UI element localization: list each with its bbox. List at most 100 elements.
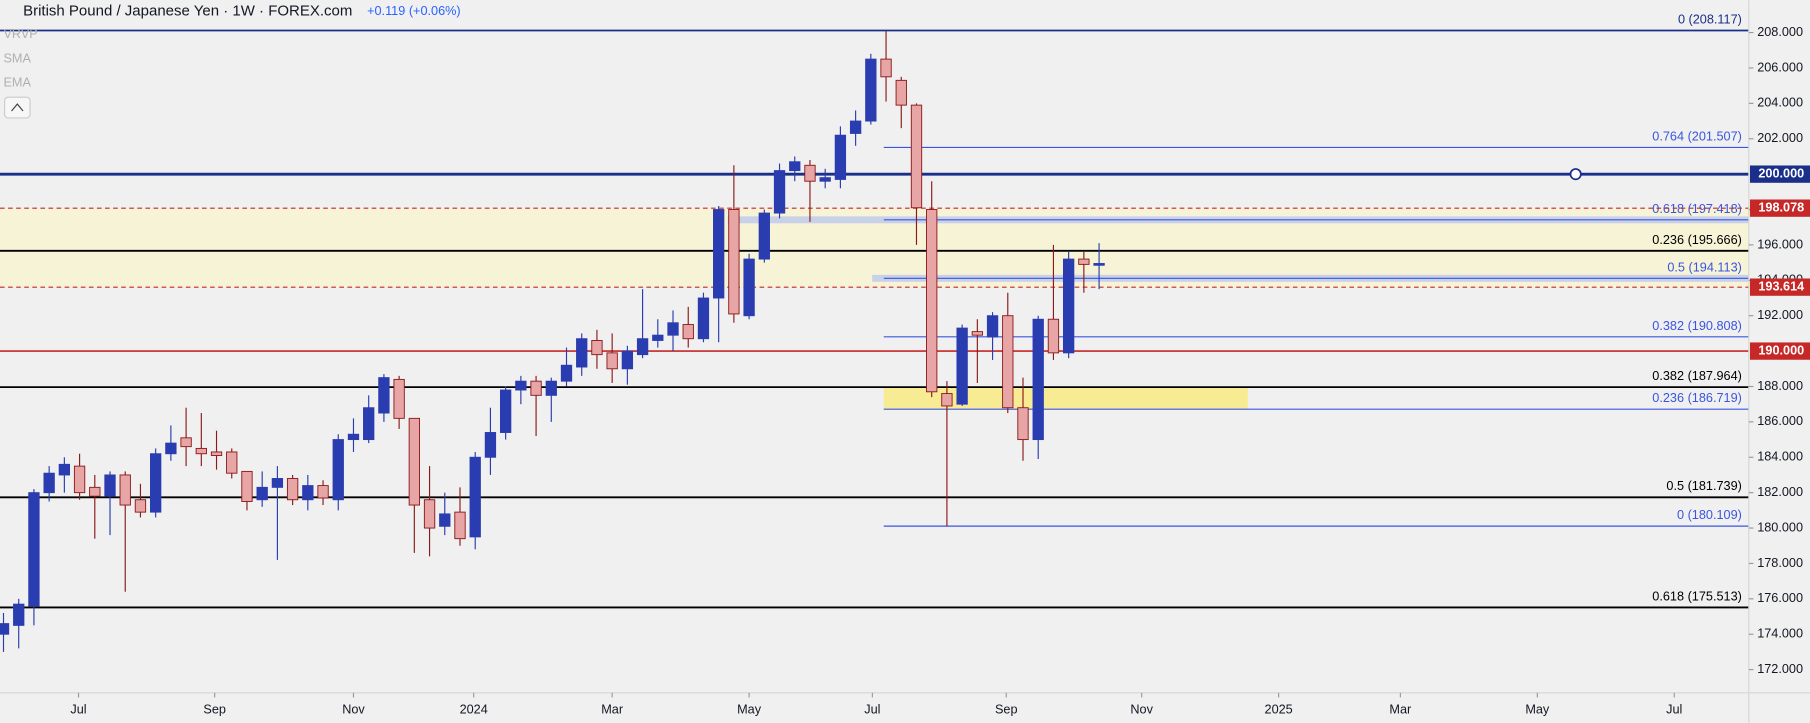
candle-body	[256, 486, 268, 501]
fib-label: 0.5 (181.739)	[1666, 479, 1741, 493]
y-tick-label: 178.000	[1757, 556, 1803, 570]
candle-body	[1002, 315, 1014, 409]
candle-body	[317, 485, 329, 499]
candle-body	[713, 209, 725, 299]
candle-body	[849, 120, 862, 134]
price-change: +0.119 (+0.06%)	[367, 4, 461, 18]
support-box	[883, 387, 1248, 410]
candle-body	[393, 378, 405, 419]
y-tick-label: 188.000	[1757, 379, 1803, 393]
candle-body	[1078, 258, 1090, 265]
y-tick-label: 174.000	[1757, 627, 1803, 641]
indicator[interactable]: VRVP	[3, 27, 37, 41]
candle-body	[332, 439, 344, 501]
candle-body	[28, 492, 40, 607]
candle-body	[43, 472, 55, 494]
candle-body	[545, 380, 557, 396]
candle-body	[271, 478, 284, 488]
price-tag-label: 190.000	[1758, 343, 1804, 357]
candle-body	[667, 322, 679, 336]
candle-body	[971, 331, 984, 336]
candle-body	[302, 485, 314, 501]
candle-body	[880, 58, 892, 78]
fib-label: 0 (180.109)	[1677, 508, 1742, 522]
x-tick-label: Sep	[995, 702, 1018, 716]
candle-body	[89, 486, 101, 497]
collapse-icon	[11, 103, 24, 112]
fib-label: 0.618 (175.513)	[1652, 589, 1742, 603]
candle-body	[408, 417, 420, 506]
candle-body	[286, 478, 299, 501]
candle-body	[758, 212, 770, 260]
candle-body	[150, 453, 162, 513]
fib-label: 0.5 (194.113)	[1667, 260, 1742, 274]
candle-body	[0, 623, 10, 635]
indicator[interactable]: SMA	[3, 51, 31, 65]
candle-body	[560, 364, 573, 382]
candle-body	[789, 161, 801, 172]
line-handle[interactable]	[1569, 168, 1582, 181]
candle-body	[226, 451, 238, 474]
x-tick-label: 2024	[460, 702, 488, 716]
candle-body	[636, 338, 649, 356]
price-tag-label: 198.078	[1758, 201, 1804, 215]
y-tick-label: 182.000	[1757, 485, 1803, 499]
candle-body	[241, 470, 253, 502]
candle-body	[1017, 407, 1029, 441]
candle-body	[621, 350, 634, 370]
candle-body	[773, 170, 786, 214]
fib-label: 0 (208.117)	[1678, 12, 1742, 26]
candle-body	[1032, 318, 1044, 441]
candle-body	[1062, 258, 1075, 354]
fib-label: 0.382 (190.808)	[1652, 319, 1742, 333]
x-tick-label: Mar	[601, 702, 624, 716]
x-tick-label: Sep	[203, 702, 226, 716]
candle-body	[819, 177, 831, 182]
candle-body	[104, 474, 116, 497]
price-tag	[1749, 199, 1810, 217]
indicator[interactable]: EMA	[3, 76, 31, 90]
candle-body	[454, 511, 466, 540]
y-tick-label: 192.000	[1757, 308, 1803, 322]
x-tick-label: Jul	[864, 702, 880, 716]
candle-body	[834, 134, 847, 180]
candle-body	[804, 164, 816, 182]
price-tag-label: 200.000	[1758, 166, 1804, 180]
candle-body	[13, 603, 25, 626]
candle-body	[606, 352, 618, 370]
collapse-button[interactable]	[4, 96, 31, 119]
price-tag-label: 193.614	[1758, 280, 1804, 294]
candle-body	[910, 104, 923, 209]
candle-body	[73, 465, 86, 494]
candle-body	[439, 513, 451, 527]
y-tick-label: 208.000	[1757, 25, 1803, 39]
y-tick-label: 196.000	[1757, 237, 1803, 251]
y-tick-label: 202.000	[1757, 131, 1803, 145]
x-tick-label: Nov	[342, 702, 365, 716]
candle-body	[499, 389, 512, 433]
y-tick-label: 172.000	[1757, 662, 1803, 676]
fib-label: 0.618 (197.418)	[1652, 202, 1742, 216]
symbol-title: British Pound / Japanese Yen · 1W · FORE…	[23, 3, 352, 20]
fib-label: 0.382 (187.964)	[1652, 369, 1742, 383]
price-tag	[1749, 342, 1810, 360]
candle-body	[165, 442, 177, 455]
plot-area: 0 (208.117) 0.764 (201.507) 0.618 (197.418…	[0, 12, 1749, 652]
y-tick-label: 206.000	[1757, 60, 1803, 74]
candle-body	[652, 334, 664, 341]
y-tick-label: 176.000	[1757, 591, 1803, 605]
candle-body	[956, 327, 968, 405]
candle-body	[210, 451, 223, 456]
candle-body	[986, 315, 999, 338]
candle-body	[484, 432, 497, 458]
candle-body	[347, 433, 360, 441]
candle-body	[743, 258, 755, 317]
candle-body	[1047, 318, 1060, 354]
x-tick-label: 2025	[1265, 702, 1293, 716]
candle-body	[697, 297, 710, 340]
x-tick-label: Nov	[1130, 702, 1153, 716]
candle-body	[1093, 263, 1105, 266]
y-tick-label: 184.000	[1757, 450, 1803, 464]
